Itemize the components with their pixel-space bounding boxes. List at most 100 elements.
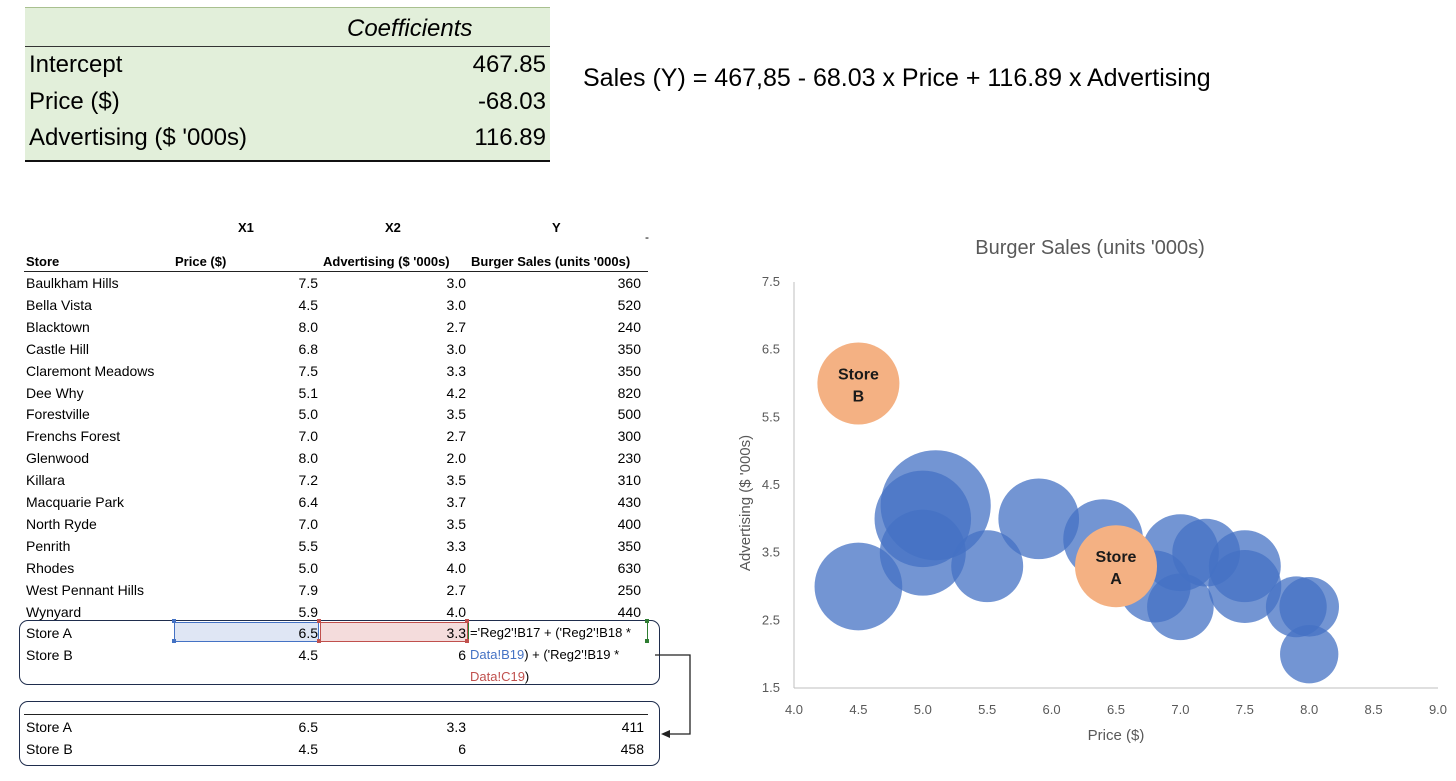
prediction-sales: 411 <box>621 719 644 735</box>
formula-cell-highlight[interactable] <box>468 622 648 642</box>
sales-cell[interactable]: 240 <box>617 318 641 335</box>
selection-handle[interactable] <box>172 619 176 623</box>
sales-cell[interactable]: 350 <box>617 537 641 554</box>
new-store-price[interactable]: 4.5 <box>298 647 318 663</box>
store-name-cell[interactable]: Castle Hill <box>26 340 90 357</box>
store-name-cell[interactable]: Wynyard <box>26 603 82 620</box>
store-name-cell[interactable]: Penrith <box>26 537 71 554</box>
advertising-cell[interactable]: 4.0 <box>446 603 466 620</box>
sales-cell[interactable]: 350 <box>617 362 641 379</box>
prediction-price: 4.5 <box>298 741 318 757</box>
store-name-cell[interactable]: Glenwood <box>26 450 90 467</box>
y-tick-label: 6.5 <box>762 342 780 357</box>
advertising-cell[interactable]: 3.5 <box>446 515 466 532</box>
store-name-cell[interactable]: Frenchs Forest <box>26 428 121 445</box>
formula-text: ) + ('Reg2'!B19 * <box>524 647 620 662</box>
advertising-cell[interactable]: 2.7 <box>446 318 466 335</box>
advertising-cell[interactable]: 2.0 <box>446 450 466 467</box>
store-name-cell[interactable]: Killara <box>26 472 65 489</box>
selection-handle[interactable] <box>465 619 469 623</box>
advertising-cell[interactable]: 3.3 <box>446 537 466 554</box>
price-cell[interactable]: 7.0 <box>298 428 318 445</box>
coefficients-table: Coefficients Intercept 467.85 Price ($) … <box>25 7 550 162</box>
sales-cell[interactable]: 350 <box>617 340 641 357</box>
price-cell[interactable]: 7.5 <box>298 275 318 291</box>
price-cell[interactable]: 7.2 <box>298 472 318 489</box>
store-name-cell[interactable]: North Ryde <box>26 515 97 532</box>
sales-cell[interactable]: 630 <box>617 559 641 576</box>
header-price[interactable]: Price ($) <box>175 254 227 269</box>
advertising-cell[interactable]: 3.5 <box>446 472 466 489</box>
bubble-label: A <box>1110 571 1122 588</box>
header-sales[interactable]: Burger Sales (units '000s) <box>471 254 631 269</box>
selection-handle[interactable] <box>465 639 469 643</box>
x-tick-label: 8.0 <box>1300 702 1318 717</box>
coef-row-price: Price ($) -68.03 <box>25 85 550 121</box>
formula-line-3[interactable]: Data!C19) <box>470 668 529 686</box>
sales-cell[interactable]: 300 <box>617 428 641 445</box>
new-store-adv[interactable]: 3.3 <box>446 625 466 641</box>
header-advertising[interactable]: Advertising ($ '000s) <box>323 254 450 269</box>
sales-cell[interactable]: 520 <box>617 296 641 313</box>
advertising-cell[interactable]: 3.0 <box>446 275 466 291</box>
prediction-store: Store B <box>26 741 73 757</box>
price-cell[interactable]: 7.9 <box>298 581 318 598</box>
store-name-cell[interactable]: Baulkham Hills <box>26 275 119 291</box>
bubble-chart[interactable]: Burger Sales (units '000s) 4.0 4.5 5.0 5.5 6.… <box>730 225 1456 755</box>
advertising-cell[interactable]: 3.5 <box>446 406 466 423</box>
store-name-cell[interactable]: Claremont Meadows <box>26 362 155 379</box>
coef-label: Intercept <box>29 51 123 78</box>
price-cell[interactable]: 4.5 <box>298 296 318 313</box>
new-store-price[interactable]: 6.5 <box>298 625 318 641</box>
price-cell[interactable]: 6.8 <box>298 340 318 357</box>
price-cell[interactable]: 6.4 <box>298 494 318 510</box>
selection-handle[interactable] <box>645 639 649 643</box>
advertising-cell[interactable]: 3.0 <box>446 340 466 357</box>
advertising-cell[interactable]: 2.7 <box>446 428 466 445</box>
store-name-cell[interactable]: Rhodes <box>26 559 75 576</box>
sales-cell[interactable]: 360 <box>617 275 641 291</box>
advertising-cell[interactable]: 3.3 <box>446 362 466 379</box>
price-cell[interactable]: 5.0 <box>298 406 318 423</box>
store-name-cell[interactable]: Dee Why <box>26 384 84 401</box>
store-name-cell[interactable]: Blacktown <box>26 318 90 335</box>
price-cell[interactable]: 7.5 <box>298 362 318 379</box>
store-name-cell[interactable]: Bella Vista <box>26 296 92 313</box>
sales-cell[interactable]: 430 <box>617 494 641 510</box>
var-label-x1: X1 <box>238 220 254 235</box>
selection-handle[interactable] <box>317 639 321 643</box>
prediction-adv: 6 <box>458 741 466 757</box>
sales-cell[interactable]: 230 <box>617 450 641 467</box>
formula-line-1[interactable]: ='Reg2'!B17 + ('Reg2'!B18 * <box>470 625 631 640</box>
advertising-cell[interactable]: 3.0 <box>446 296 466 313</box>
store-name-cell[interactable]: Forestville <box>26 406 90 423</box>
price-cell[interactable]: 8.0 <box>298 318 318 335</box>
price-cell[interactable]: 8.0 <box>298 450 318 467</box>
y-tick-label: 2.5 <box>762 612 780 627</box>
selection-handle[interactable] <box>317 619 321 623</box>
store-name-cell[interactable]: Macquarie Park <box>26 494 125 510</box>
price-cell[interactable]: 5.0 <box>298 559 318 576</box>
header-store[interactable]: Store <box>26 254 60 269</box>
coef-bottom-rule <box>25 160 550 162</box>
sales-cell[interactable]: 250 <box>617 581 641 598</box>
price-cell[interactable]: 5.1 <box>298 384 318 401</box>
sales-cell[interactable]: 400 <box>617 515 641 532</box>
new-store-adv[interactable]: 6 <box>458 647 466 663</box>
advertising-cell[interactable]: 2.7 <box>446 581 466 598</box>
sales-cell[interactable]: 820 <box>617 384 641 401</box>
advertising-cell[interactable]: 3.7 <box>446 494 466 510</box>
sales-cell[interactable]: 310 <box>617 472 641 489</box>
selection-handle[interactable] <box>172 639 176 643</box>
advertising-cell[interactable]: 4.0 <box>446 559 466 576</box>
selection-handle[interactable] <box>645 619 649 623</box>
advertising-cell[interactable]: 4.2 <box>446 384 466 401</box>
sales-cell[interactable]: 440 <box>617 603 641 620</box>
price-cell[interactable]: 7.0 <box>298 515 318 532</box>
coef-value: -68.03 <box>477 88 546 115</box>
store-name-cell[interactable]: West Pennant Hills <box>26 581 145 598</box>
price-cell[interactable]: 5.5 <box>298 537 318 554</box>
formula-line-2[interactable]: Data!B19) + ('Reg2'!B19 * <box>470 646 619 664</box>
price-cell[interactable]: 5.9 <box>298 603 318 620</box>
sales-cell[interactable]: 500 <box>617 406 641 423</box>
